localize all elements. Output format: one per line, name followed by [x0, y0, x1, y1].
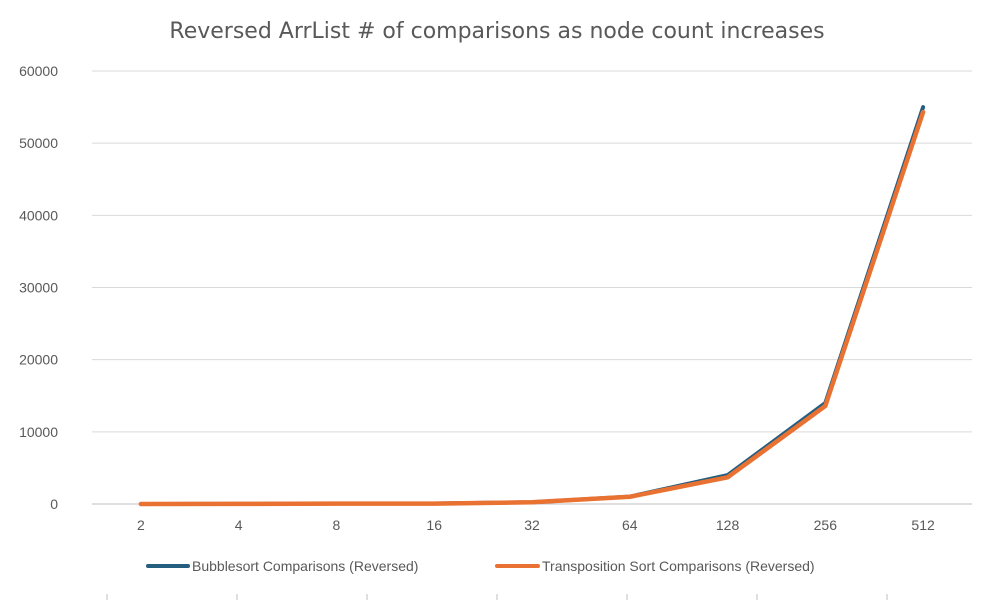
x-tick-label: 32: [524, 517, 540, 533]
legend-label: Transposition Sort Comparisons (Reversed…: [542, 558, 815, 574]
x-tick-label: 2: [137, 517, 145, 533]
x-tick-label: 128: [716, 517, 740, 533]
y-tick-label: 20000: [19, 352, 58, 368]
series-line-2: [138, 109, 926, 507]
y-tick-label: 60000: [19, 63, 58, 79]
series-lines: [138, 105, 926, 507]
y-tick-label: 30000: [19, 280, 58, 296]
x-tick-label: 64: [622, 517, 638, 533]
x-tick-label: 512: [911, 517, 935, 533]
legend-label: Bubblesort Comparisons (Reversed): [192, 558, 418, 574]
x-tick-label: 8: [333, 517, 341, 533]
x-tick-label: 256: [814, 517, 838, 533]
y-tick-label: 40000: [19, 207, 58, 223]
y-axis-tick-labels: 0 10000 20000 30000 40000 50000 60000: [19, 63, 58, 512]
gridlines: [92, 70, 972, 505]
chart-title: Reversed ArrList # of comparisons as nod…: [169, 19, 824, 44]
x-axis-tick-labels: 2 4 8 16 32 64 128 256 512: [137, 517, 935, 533]
x-tick-label: 16: [426, 517, 442, 533]
y-tick-label: 0: [50, 496, 58, 512]
y-tick-label: 50000: [19, 135, 58, 151]
x-tick-label: 4: [235, 517, 243, 533]
y-tick-label: 10000: [19, 424, 58, 440]
bottom-edge-ticks: [106, 594, 888, 600]
series-line-1: [138, 105, 926, 506]
legend: Bubblesort Comparisons (Reversed) Transpo…: [146, 558, 815, 574]
